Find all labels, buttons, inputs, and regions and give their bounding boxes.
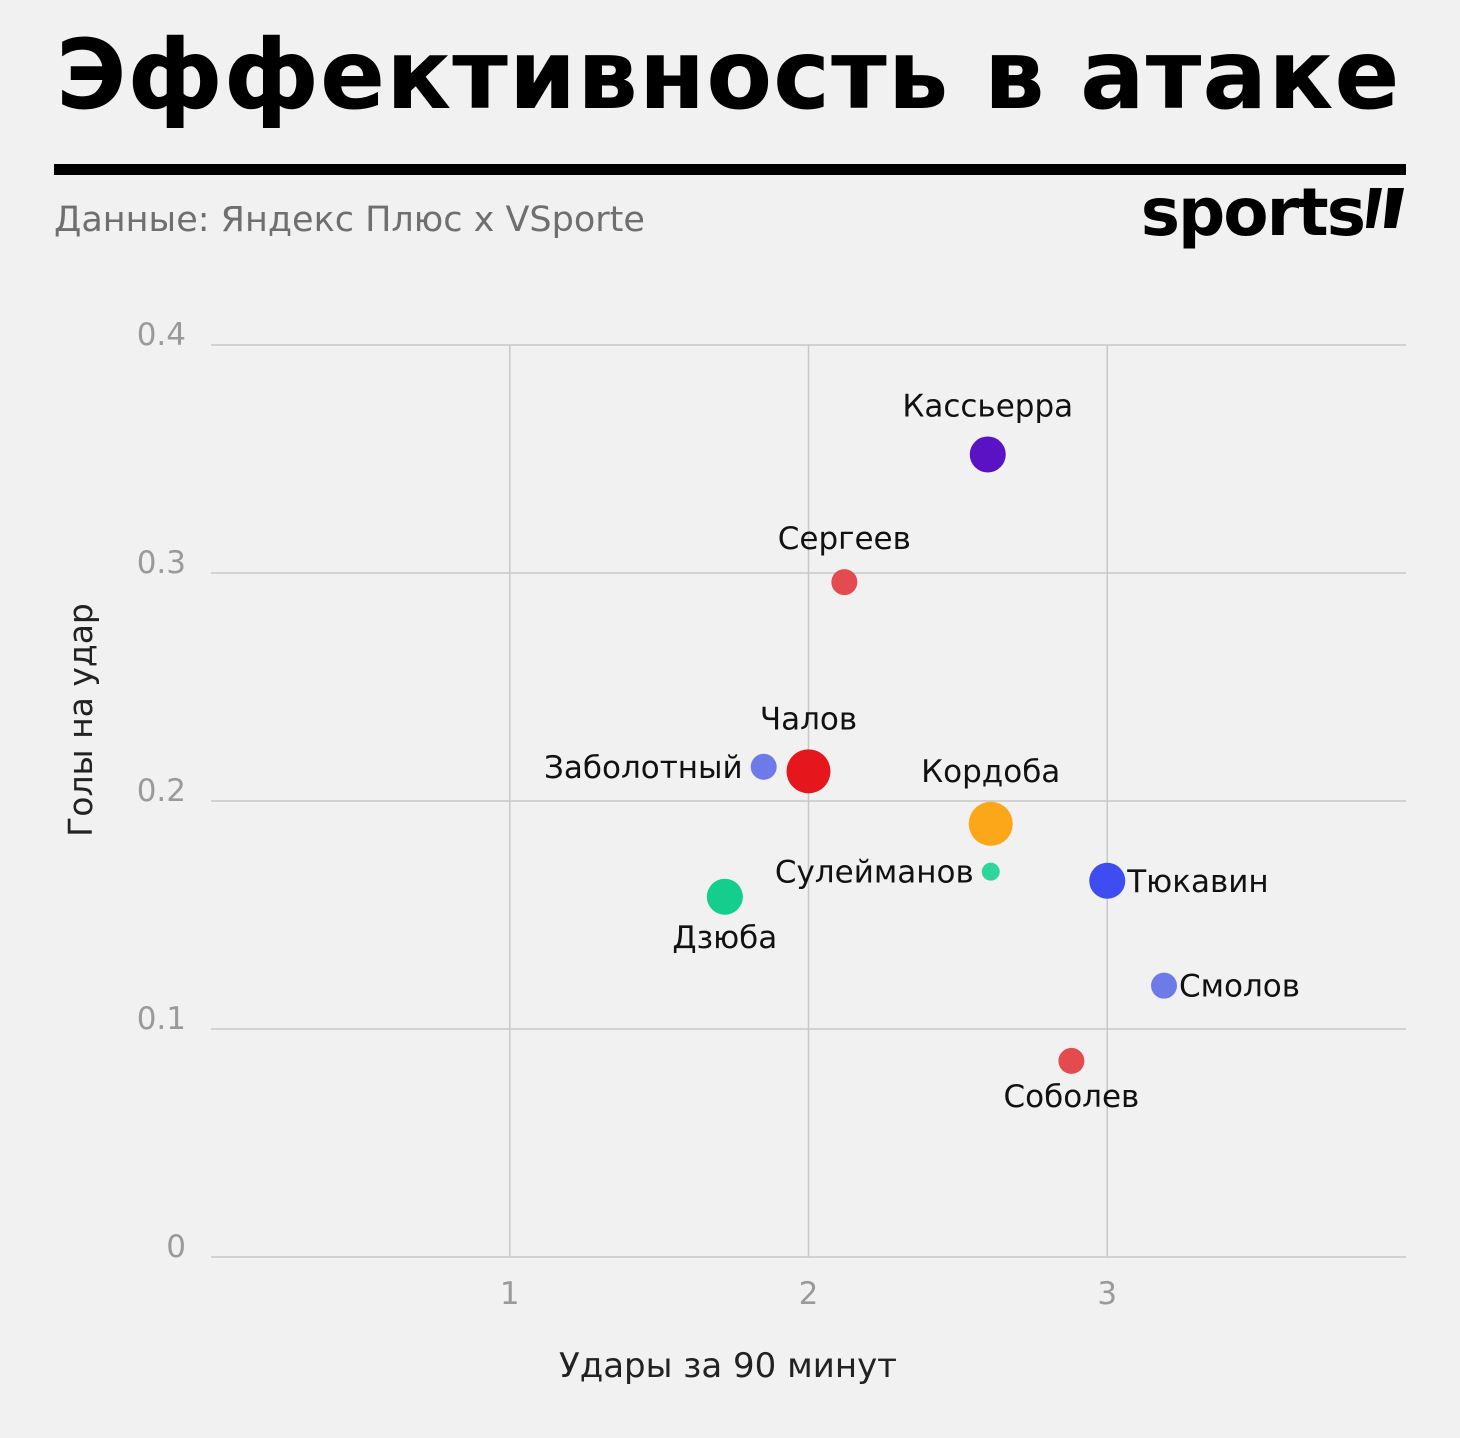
y-axis-label: Голы на удар [61, 603, 100, 837]
data-point [831, 569, 858, 596]
data-point [969, 436, 1006, 473]
y-axis-ticks: 0 0.1 0.2 0.3 0.4 [137, 317, 186, 1265]
data-point [1058, 1047, 1085, 1074]
point-label: Смолов [1179, 969, 1300, 1005]
logo-wordmark: sports [1140, 174, 1366, 251]
point-label: Сулейманов [775, 855, 974, 891]
y-tick-label: 0.3 [137, 545, 186, 581]
data-point [1089, 862, 1126, 899]
point-label: Чалов [760, 701, 857, 737]
y-tick-label: 0.2 [137, 773, 186, 809]
y-tick-label: 0.1 [137, 1001, 186, 1037]
data-point [786, 749, 831, 794]
chart-grid [211, 344, 1406, 1258]
data-point [1151, 972, 1178, 999]
x-axis-ticks: 1 2 3 [500, 1276, 1117, 1312]
x-tick-label: 2 [799, 1276, 819, 1312]
data-point [706, 878, 743, 915]
point-label: Кассьерра [902, 388, 1073, 424]
point-label: Соболев [1003, 1079, 1139, 1115]
x-tick-label: 1 [500, 1276, 520, 1312]
logo-quote-icon [1366, 188, 1404, 228]
sports-logo: sports [1141, 180, 1404, 246]
data-point [968, 801, 1013, 846]
point-label: Кордоба [921, 754, 1060, 790]
point-label: Дзюба [672, 920, 777, 956]
data-point [981, 862, 1000, 881]
y-tick-label: 0 [166, 1229, 186, 1265]
y-tick-label: 0.4 [137, 317, 186, 353]
x-tick-label: 3 [1097, 1276, 1117, 1312]
data-point [750, 753, 777, 780]
point-label: Заболотный [544, 750, 743, 786]
data-points: Кассьерра Сергеев Чалов Заболотный Кордоба Су… [544, 388, 1300, 1114]
x-axis-label: Удары за 90 минут [559, 1346, 897, 1386]
title-underline [54, 164, 1406, 175]
point-label: Тюкавин [1126, 864, 1268, 900]
page-title: Эффективность в атаке [56, 19, 1401, 131]
data-source: Данные: Яндекс Плюс x VSporte [54, 200, 645, 240]
point-label: Сергеев [778, 521, 911, 557]
